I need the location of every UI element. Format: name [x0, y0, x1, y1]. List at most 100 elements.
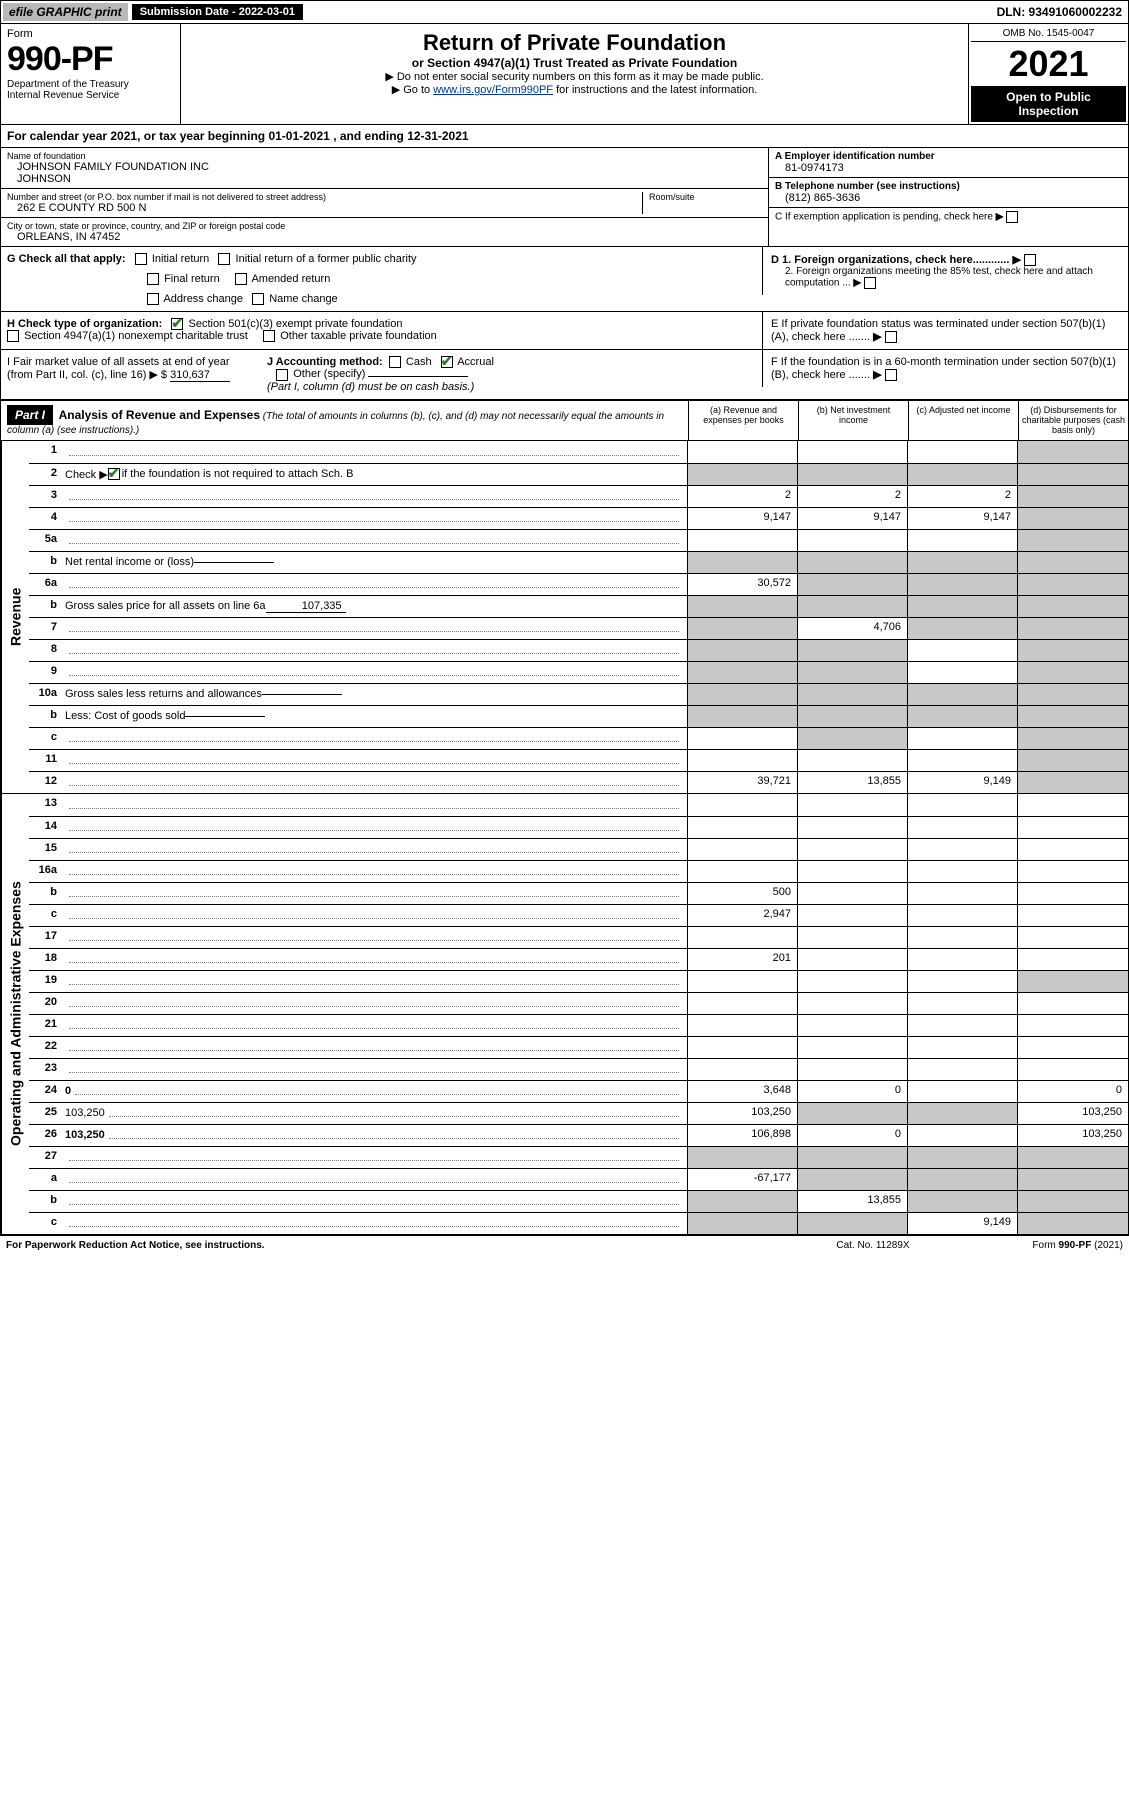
line-desc: [63, 750, 688, 771]
line-cell-d: [1018, 883, 1128, 904]
line-cell-c: [908, 971, 1018, 992]
col-header-c: (c) Adjusted net income: [908, 401, 1018, 440]
j-cash-checkbox[interactable]: [389, 356, 401, 368]
line-l5b: bNet rental income or (loss): [29, 551, 1128, 573]
g-label: G Check all that apply:: [7, 253, 126, 265]
line-desc: [63, 441, 688, 463]
line-desc: Check ▶ if the foundation is not require…: [63, 464, 688, 485]
form-note2: ▶ Go to www.irs.gov/Form990PF for instru…: [187, 83, 962, 96]
line-cell-c: [908, 817, 1018, 838]
line-cell: [1018, 552, 1128, 573]
line-number: 13: [29, 794, 63, 816]
arrow-icon: ▶: [996, 212, 1006, 223]
line-cell-a: 2: [688, 486, 798, 507]
g-addr-checkbox[interactable]: [147, 293, 159, 305]
revenue-section: Revenue 12Check ▶ if the foundation is n…: [0, 441, 1129, 794]
addr-value: 262 E COUNTY RD 500 N: [7, 202, 642, 214]
line-desc: [63, 640, 688, 661]
line-cell-d: [1018, 486, 1128, 507]
room-label: Room/suite: [649, 192, 762, 202]
line-desc: [63, 794, 688, 816]
line-cell-b: [798, 839, 908, 860]
line-number: 11: [29, 750, 63, 771]
j-other-checkbox[interactable]: [276, 369, 288, 381]
line-l16b: b500: [29, 882, 1128, 904]
line-cell-a: [688, 1191, 798, 1212]
form-header-center: Return of Private Foundation or Section …: [181, 24, 968, 124]
f-checkbox[interactable]: [885, 369, 897, 381]
line-cell-d: [1018, 574, 1128, 595]
line-cell: [908, 684, 1018, 705]
line-number: 10a: [29, 684, 63, 705]
footer-center: Cat. No. 11289X: [773, 1240, 973, 1251]
line-number: 4: [29, 508, 63, 529]
line-cell-c: [908, 574, 1018, 595]
line-l27b: b13,855: [29, 1190, 1128, 1212]
h-501c3-checkbox[interactable]: [171, 318, 183, 330]
foundation-name2: JOHNSON: [7, 173, 762, 185]
line-cell-d: [1018, 927, 1128, 948]
line-desc: 103,250: [63, 1103, 688, 1124]
line-desc: [63, 1037, 688, 1058]
line-cell-c: [908, 861, 1018, 882]
line-cell-b: [798, 1015, 908, 1036]
line-number: b: [29, 1191, 63, 1212]
line-cell-b: [798, 905, 908, 926]
g-initial-former: Initial return of a former public charit…: [236, 253, 417, 265]
line-cell-a: 106,898: [688, 1125, 798, 1146]
line-desc: [63, 1059, 688, 1080]
phone-row: B Telephone number (see instructions) (8…: [769, 178, 1128, 208]
line-cell-c: [908, 1147, 1018, 1168]
line-desc: [63, 1191, 688, 1212]
line-cell-b: [798, 640, 908, 661]
schedule-b-checkbox[interactable]: [108, 468, 120, 480]
line-cell-c: [908, 927, 1018, 948]
line-desc: [63, 905, 688, 926]
line-number: 3: [29, 486, 63, 507]
city-value: ORLEANS, IN 47452: [7, 231, 762, 243]
phone-label: B Telephone number (see instructions): [775, 181, 960, 192]
footer-left: For Paperwork Reduction Act Notice, see …: [6, 1240, 773, 1251]
f-col: F If the foundation is in a 60-month ter…: [762, 350, 1122, 387]
line-desc: [63, 949, 688, 970]
line-cell: [688, 596, 798, 617]
line-cell-d: [1018, 905, 1128, 926]
d1-checkbox[interactable]: [1024, 254, 1036, 266]
revenue-side-label: Revenue: [1, 441, 29, 793]
g-name-checkbox[interactable]: [252, 293, 264, 305]
line-cell-c: [908, 1037, 1018, 1058]
tax-year: 2021: [971, 42, 1126, 86]
line-cell: [1018, 464, 1128, 485]
h-other-checkbox[interactable]: [263, 330, 275, 342]
topbar: efile GRAPHIC print Submission Date - 20…: [0, 0, 1129, 24]
instructions-link[interactable]: www.irs.gov/Form990PF: [433, 84, 553, 96]
line-cell-b: 13,855: [798, 772, 908, 793]
g-amended-checkbox[interactable]: [235, 273, 247, 285]
j-accrual-checkbox[interactable]: [441, 356, 453, 368]
g-initial-checkbox[interactable]: [135, 253, 147, 265]
line-cell-b: 2: [798, 486, 908, 507]
expenses-side-label: Operating and Administrative Expenses: [1, 794, 29, 1234]
j-accrual: Accrual: [457, 356, 494, 368]
g-final-checkbox[interactable]: [147, 273, 159, 285]
e-checkbox[interactable]: [885, 331, 897, 343]
col-header-b: (b) Net investment income: [798, 401, 908, 440]
line-desc: [63, 508, 688, 529]
line-desc: Net rental income or (loss): [63, 552, 688, 573]
ij-col: I Fair market value of all assets at end…: [7, 356, 756, 392]
g-initial-former-checkbox[interactable]: [218, 253, 230, 265]
line-cell-b: 9,147: [798, 508, 908, 529]
line-cell-c: [908, 1059, 1018, 1080]
note2-pre: ▶ Go to: [392, 84, 433, 96]
d2-checkbox[interactable]: [864, 277, 876, 289]
h-4947-checkbox[interactable]: [7, 330, 19, 342]
line-cell: [798, 464, 908, 485]
line-cell-b: [798, 1059, 908, 1080]
c-checkbox[interactable]: [1006, 211, 1018, 223]
line-cell: [908, 464, 1018, 485]
dln: DLN: 93491060002232: [997, 5, 1126, 19]
line-cell-a: [688, 839, 798, 860]
line-cell-c: [908, 441, 1018, 463]
revenue-lines: 12Check ▶ if the foundation is not requi…: [29, 441, 1128, 793]
d1-label: D 1. Foreign organizations, check here..…: [771, 254, 1009, 266]
